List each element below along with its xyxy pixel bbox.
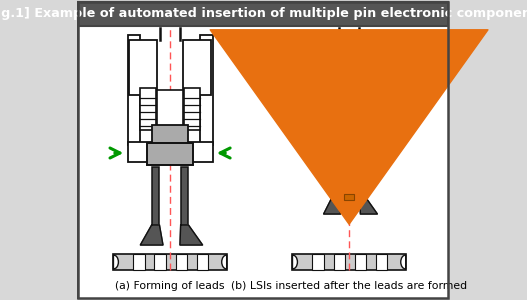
Bar [184, 88, 200, 130]
Text: [Fig.1] Example of automated insertion of multiple pin electronic components: [Fig.1] Example of automated insertion o… [0, 8, 527, 20]
Bar [376, 254, 387, 270]
Bar [152, 125, 189, 145]
Bar [148, 143, 193, 165]
Bar [334, 254, 345, 270]
Bar [360, 167, 367, 200]
Bar [113, 254, 227, 270]
Polygon shape [324, 200, 340, 214]
Bar [292, 254, 406, 270]
Bar [152, 167, 160, 225]
Text: (b) LSIs inserted after the leads are formed: (b) LSIs inserted after the leads are fo… [231, 281, 467, 291]
Bar [78, 2, 448, 26]
Bar [129, 40, 158, 95]
Bar [158, 90, 183, 128]
Bar [175, 254, 187, 270]
Text: (a) Forming of leads: (a) Forming of leads [115, 281, 225, 291]
Bar [336, 90, 362, 128]
Bar [308, 40, 336, 95]
Bar [200, 35, 212, 145]
Bar [154, 254, 166, 270]
Bar [326, 143, 372, 165]
Bar [313, 254, 324, 270]
Bar [330, 167, 338, 200]
Bar [197, 254, 208, 270]
Wedge shape [401, 255, 406, 269]
Wedge shape [292, 255, 297, 269]
Polygon shape [140, 225, 163, 245]
Bar [307, 35, 319, 145]
Bar [128, 142, 212, 162]
Bar [181, 167, 189, 225]
Bar [363, 88, 379, 130]
Wedge shape [222, 255, 227, 269]
Bar [140, 88, 156, 130]
Bar [344, 194, 354, 200]
Bar [379, 35, 392, 145]
Bar [133, 254, 144, 270]
Bar [183, 40, 211, 95]
Polygon shape [180, 225, 202, 245]
Bar [362, 40, 390, 95]
Wedge shape [113, 255, 119, 269]
Bar [319, 88, 335, 130]
Bar [330, 125, 367, 145]
Polygon shape [360, 200, 377, 214]
Bar [355, 254, 366, 270]
Bar [128, 35, 140, 145]
Bar [307, 142, 392, 162]
